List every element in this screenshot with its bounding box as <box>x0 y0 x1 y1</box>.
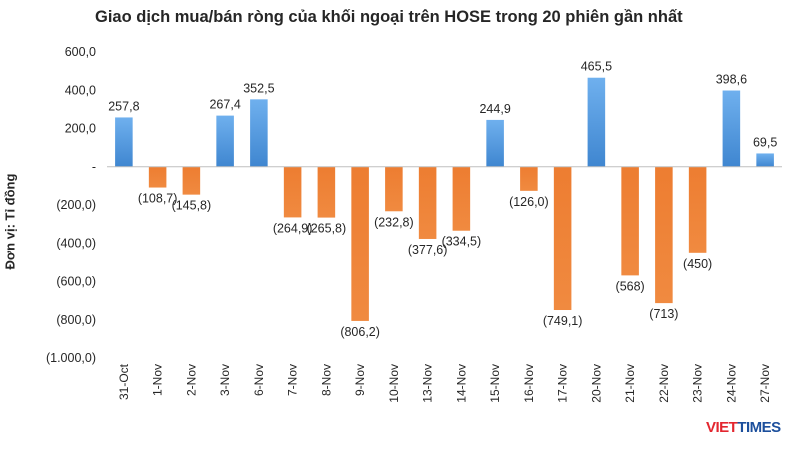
data-label: 244,9 <box>479 102 510 116</box>
x-tick-label: 9-Nov <box>353 364 367 396</box>
data-label: (749,1) <box>543 314 583 328</box>
x-tick-label: 3-Nov <box>218 364 232 396</box>
bar-24-Nov <box>722 90 741 167</box>
x-tick-label: 20-Nov <box>589 364 603 403</box>
bar-3-Nov <box>216 115 234 167</box>
bar-14-Nov <box>452 166 471 231</box>
chart-title: Giao dịch mua/bán ròng của khối ngoại tr… <box>95 8 683 26</box>
bar-10-Nov <box>385 166 403 212</box>
bar-7-Nov <box>283 166 302 218</box>
x-tick-label: 15-Nov <box>488 364 502 403</box>
bar-27-Nov <box>756 153 774 167</box>
x-tick-label: 8-Nov <box>319 364 333 396</box>
bar-20-Nov <box>587 77 606 167</box>
x-tick-label: 24-Nov <box>724 364 738 403</box>
y-tick-label: (400,0) <box>56 236 96 250</box>
data-label: 69,5 <box>753 135 777 149</box>
y-tick-label: 400,0 <box>65 83 96 97</box>
bar-2-Nov <box>182 166 201 195</box>
x-tick-label: 17-Nov <box>556 364 570 403</box>
y-tick-label: 200,0 <box>65 122 96 136</box>
x-tick-label: 22-Nov <box>657 364 671 403</box>
y-tick-label: - <box>92 160 96 174</box>
data-label: (806,2) <box>340 325 380 339</box>
y-tick-label: (600,0) <box>56 275 96 289</box>
bar-17-Nov <box>553 166 572 311</box>
data-label: (265,8) <box>307 222 347 236</box>
x-tick-label: 23-Nov <box>691 364 705 403</box>
bar-13-Nov <box>418 166 437 239</box>
bar-22-Nov <box>655 166 673 304</box>
bar-9-Nov <box>351 166 369 321</box>
x-tick-label: 14-Nov <box>454 364 468 403</box>
y-tick-label: (800,0) <box>56 313 96 327</box>
data-label: (108,7) <box>138 192 178 206</box>
data-label: (334,5) <box>442 235 482 249</box>
data-label: (264,9) <box>273 221 313 235</box>
data-label: (568) <box>616 279 645 293</box>
data-label: (377,6) <box>408 243 448 257</box>
viettimes-logo: VIETTIMES <box>706 419 781 436</box>
data-label: (450) <box>683 257 712 271</box>
x-tick-label: 6-Nov <box>252 364 266 396</box>
y-tick-label: 600,0 <box>65 45 96 59</box>
data-label: (126,0) <box>509 195 549 209</box>
data-label: 267,4 <box>209 98 240 112</box>
bar-8-Nov <box>317 166 336 218</box>
bars <box>115 77 774 321</box>
bar-6-Nov <box>250 99 268 167</box>
x-tick-label: 1-Nov <box>151 364 165 396</box>
bar-23-Nov <box>688 166 707 253</box>
y-tick-label: (200,0) <box>56 198 96 212</box>
x-tick-label: 21-Nov <box>623 364 637 403</box>
y-tick-label: (1.000,0) <box>46 351 96 365</box>
x-tick-label: 13-Nov <box>421 364 435 403</box>
data-label: (145,8) <box>172 199 212 213</box>
x-tick-label: 2-Nov <box>184 364 198 396</box>
bar-21-Nov <box>621 166 639 276</box>
bar-1-Nov <box>148 166 167 188</box>
data-label: 352,5 <box>243 81 274 95</box>
x-tick-label: 27-Nov <box>758 364 772 403</box>
data-label: (232,8) <box>374 215 414 229</box>
logo-text-times: TIMES <box>737 419 781 436</box>
bar-15-Nov <box>486 119 504 167</box>
x-tick-label: 10-Nov <box>387 364 401 403</box>
x-tick-label: 16-Nov <box>522 364 536 403</box>
bar-31-Oct <box>115 117 133 167</box>
data-label: 465,5 <box>581 60 612 74</box>
x-tick-label: 7-Nov <box>286 364 300 396</box>
x-axis-ticks: 31-Oct 1-Nov 2-Nov 3-Nov 6-Nov 7-Nov 8-Nov 9-No… <box>117 363 772 402</box>
y-axis-ticks: 600,0 400,0 200,0 - (200,0) (400,0) (600,0) (80… <box>46 45 96 365</box>
logo-text-viet: VIET <box>706 419 738 436</box>
data-label: 398,6 <box>716 73 747 87</box>
x-tick-label: 31-Oct <box>117 363 131 400</box>
data-label: (713) <box>649 307 678 321</box>
data-label: 257,8 <box>108 99 139 113</box>
bar-16-Nov <box>520 166 538 191</box>
